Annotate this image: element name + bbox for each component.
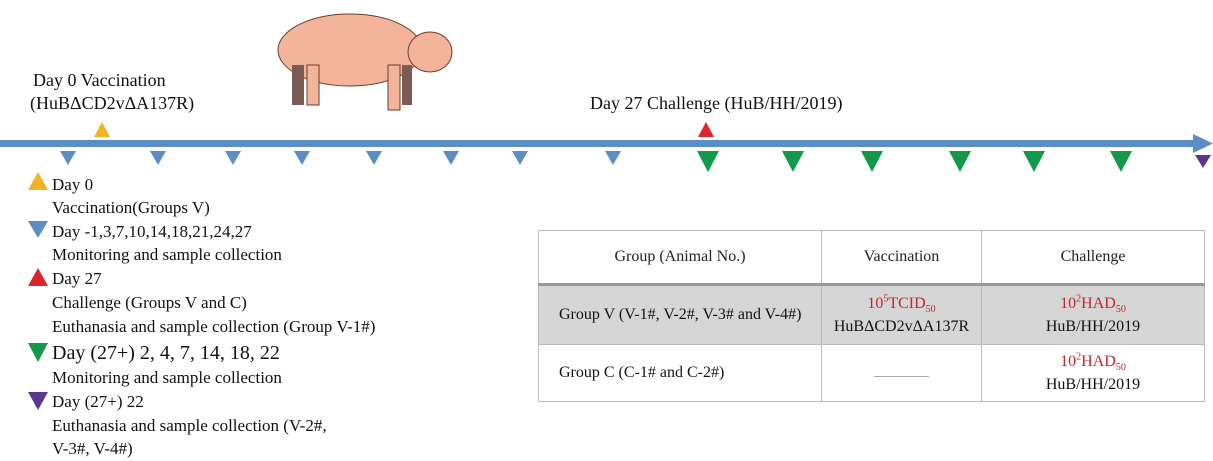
green-down-triangle	[861, 151, 883, 172]
timeline-axis	[0, 140, 1195, 147]
green-down-triangle	[1023, 151, 1045, 172]
legend-text: Euthanasia and sample collection (Group …	[52, 317, 376, 336]
legend-red-icon	[28, 268, 48, 286]
green-down-triangle	[949, 151, 971, 172]
table-header-row: Group (Animal No.) Vaccination Challenge	[538, 230, 1205, 285]
legend-text: Vaccination(Groups V)	[52, 198, 210, 217]
legend-text: Day (27+) 22	[52, 392, 144, 411]
table-row: Group C (C-1# and C-2#) 102HAD50 HuB/HH/2…	[538, 344, 1205, 402]
legend-green-icon	[28, 343, 48, 362]
header-challenge: Challenge	[981, 230, 1205, 285]
blue-down-triangle	[605, 151, 621, 165]
vaccination-cell: 105TCID50 HuBΔCD2vΔA137R	[821, 283, 982, 345]
legend-purple-icon	[28, 392, 48, 410]
group-cell: Group V (V-1#, V-2#, V-3# and V-4#)	[538, 283, 822, 345]
blue-down-triangle	[443, 151, 459, 165]
challenge-cell: 102HAD50 HuB/HH/2019	[981, 344, 1205, 402]
legend-text: Monitoring and sample collection	[52, 245, 282, 264]
blue-down-triangle	[366, 151, 382, 165]
red-up-triangle	[698, 122, 714, 137]
header-group: Group (Animal No.)	[538, 230, 822, 285]
blue-down-triangle	[294, 151, 310, 165]
header-vaccination: Vaccination	[821, 230, 982, 285]
legend-blue-icon	[28, 221, 48, 238]
legend-text: Challenge (Groups V and C)	[52, 293, 247, 312]
blue-down-triangle	[60, 151, 76, 165]
blue-down-triangle	[225, 151, 241, 165]
day27-label: Day 27 Challenge (HuB/HH/2019)	[590, 93, 843, 113]
blue-down-triangle	[512, 151, 528, 165]
group-table: Group (Animal No.) Vaccination Challenge…	[538, 230, 1205, 402]
legend-text: V-3#, V-4#)	[52, 439, 133, 458]
green-down-triangle	[1110, 151, 1132, 172]
day0-label: Day 0 Vaccination	[33, 70, 166, 90]
yellow-up-triangle	[94, 122, 110, 137]
blue-down-triangle	[150, 151, 166, 165]
legend-text: Day -1,3,7,10,14,18,21,24,27	[52, 222, 252, 241]
green-down-triangle	[782, 151, 804, 172]
legend-text: Day 0	[52, 175, 94, 194]
green-down-triangle	[697, 151, 719, 172]
group-cell: Group C (C-1# and C-2#)	[538, 344, 822, 402]
vaccination-cell-empty	[821, 344, 982, 402]
axis-arrowhead	[1193, 134, 1213, 153]
legend-yellow-icon	[28, 172, 48, 190]
legend-text: Day 27	[52, 269, 102, 288]
purple-down-triangle	[1195, 155, 1211, 168]
legend-text: Monitoring and sample collection	[52, 368, 282, 387]
legend-text: Day (27+) 2, 4, 7, 14, 18, 22	[52, 342, 280, 364]
legend-text: Euthanasia and sample collection (V-2#,	[52, 416, 327, 435]
challenge-cell: 102HAD50 HuB/HH/2019	[981, 283, 1205, 345]
pig-illustration	[277, 13, 453, 111]
day0-strain: (HuBΔCD2vΔA137R)	[30, 93, 195, 113]
table-row: Group V (V-1#, V-2#, V-3# and V-4#) 105T…	[538, 283, 1205, 345]
